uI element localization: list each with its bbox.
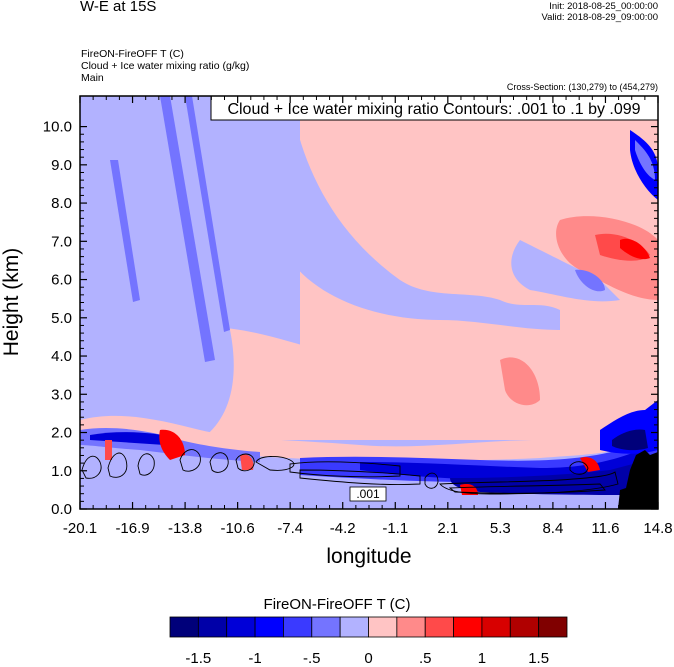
y-tick-label: 8.0 <box>51 195 72 212</box>
contour-label-box <box>349 486 387 502</box>
y-tick-label: 4.0 <box>51 348 72 365</box>
colorbar-swatch <box>481 616 511 638</box>
y-tick-label: 6.0 <box>51 272 72 289</box>
contour-label: .001 <box>356 487 380 501</box>
colorbar-label: 1 <box>478 650 486 667</box>
colorbar-swatch <box>254 616 284 638</box>
y-tick-label: 3.0 <box>51 386 72 403</box>
colorbar-swatch <box>424 616 454 638</box>
x-tick-label: 11.6 <box>591 520 619 537</box>
colorbar-swatch <box>283 616 313 638</box>
colorbar-swatch <box>197 616 228 638</box>
colorbar-label: -1.5 <box>185 650 211 667</box>
colorbar-swatch <box>453 616 483 638</box>
colorbar-swatch <box>396 616 426 638</box>
x-axis-title: longitude <box>326 545 411 568</box>
colorbar-swatch <box>368 616 398 638</box>
temperature-difference-field <box>80 96 658 509</box>
colorbar-swatch <box>509 616 540 638</box>
x-tick-label: 14.8 <box>643 520 672 537</box>
y-tick-label: 10.0 <box>43 119 72 136</box>
x-tick-label: -16.9 <box>115 520 149 537</box>
y-tick-label: 5.0 <box>51 310 72 327</box>
colorbar-label: .5 <box>419 650 432 667</box>
field-label-main: Main <box>81 72 104 84</box>
colorbar-label: 1.5 <box>528 650 549 667</box>
colorbar-swatch <box>538 616 568 638</box>
cloud-contours <box>81 449 619 495</box>
x-tick-label: -4.2 <box>330 520 356 537</box>
colorbar-swatch <box>169 616 199 638</box>
y-tick-label: 1.0 <box>51 463 72 480</box>
x-tick-label: -13.8 <box>168 520 202 537</box>
contour-info-text: Cloud + Ice water mixing ratio Contours:… <box>227 101 640 118</box>
colorbar-label: -1 <box>248 650 261 667</box>
colorbar-swatch <box>339 616 369 638</box>
valid-time: Valid: 2018-08-29_09:00:00 <box>541 12 658 23</box>
colorbar-label: -.5 <box>303 650 321 667</box>
x-tick-label: -20.1 <box>63 520 97 537</box>
cross-section-label: Cross-Section: (130,279) to (454,279) <box>506 82 658 92</box>
chart-title: W-E at 15S <box>80 0 157 15</box>
field-label-cloud-ice: Cloud + Ice water mixing ratio (g/kg) <box>81 60 250 72</box>
y-tick-label: 9.0 <box>51 157 72 174</box>
colorbar-swatch <box>226 616 256 638</box>
x-tick-label: 2.1 <box>437 520 458 537</box>
x-tick-label: 8.4 <box>542 520 563 537</box>
x-tick-label: 5.3 <box>490 520 511 537</box>
y-tick-label: 7.0 <box>51 233 72 250</box>
init-time: Init: 2018-08-25_00:00:00 <box>549 1 658 12</box>
colorbar: -1.5 -1 -.5 0 .5 1 1.5 <box>169 616 568 667</box>
y-tick-label: 0.0 <box>51 501 72 518</box>
colorbar-title: FireON-FireOFF T (C) <box>263 596 411 613</box>
axes: 0.0 1.0 2.0 3.0 4.0 5.0 6.0 7.0 8.0 9.0 10.0 -20.1 -… <box>43 96 673 537</box>
x-tick-label: -7.4 <box>277 520 303 537</box>
x-tick-label: -1.1 <box>382 520 408 537</box>
x-tick-label: -10.6 <box>221 520 255 537</box>
field-label-temperature: FireON-FireOFF T (C) <box>81 48 184 60</box>
colorbar-swatch <box>311 616 341 638</box>
y-axis-title: Height (km) <box>0 248 23 357</box>
colorbar-label: 0 <box>364 650 372 667</box>
y-tick-label: 2.0 <box>51 425 72 442</box>
